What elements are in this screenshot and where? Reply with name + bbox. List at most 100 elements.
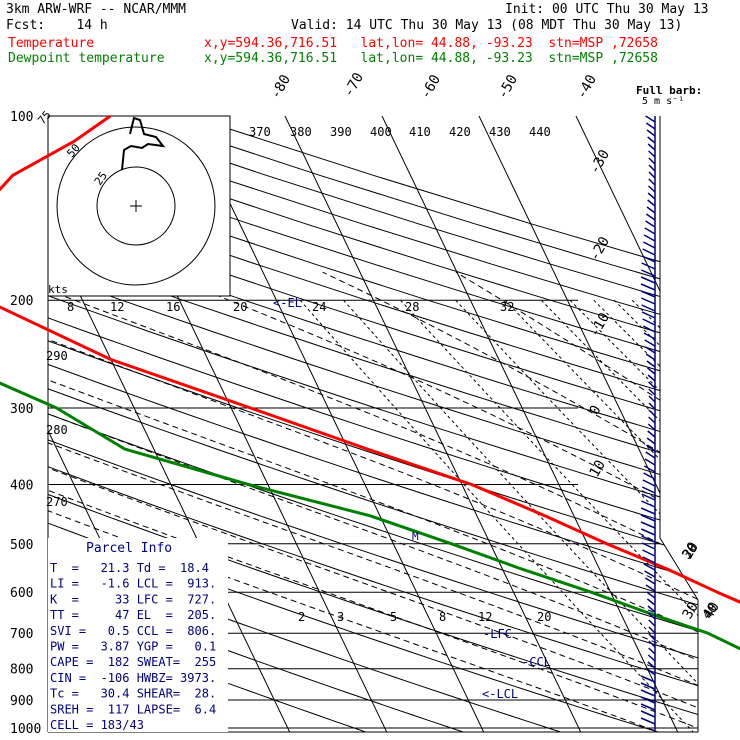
wind-barb — [642, 556, 656, 564]
theta-label: 440 — [529, 125, 551, 139]
mixing-ratio-label: 12 — [110, 300, 124, 314]
pressure-label: 800 — [10, 663, 33, 678]
dry-adiabat — [48, 116, 392, 732]
dry-adiabat — [48, 116, 698, 732]
theta-side-label: 290 — [46, 349, 68, 363]
pressure-label: 600 — [10, 586, 33, 601]
parcel-info-title: Parcel Info — [86, 541, 172, 556]
pressure-label: 100 — [10, 110, 33, 125]
wind-barb — [640, 717, 656, 725]
wind-barb — [641, 255, 656, 263]
wind-barb — [647, 374, 656, 382]
wind-barb — [646, 444, 656, 452]
valid-time: Valid: 14 UTC Thu 30 May 13 (08 MDT Thu … — [291, 18, 683, 33]
mixing-ratio-label: 28 — [405, 300, 419, 314]
wind-barb — [647, 605, 656, 613]
wind-barb — [644, 227, 656, 235]
wind-barb-column: Full barb: 5 m s⁻¹ — [636, 84, 702, 732]
parcel-row: TT = 47 EL = 205. — [50, 608, 216, 622]
isotherm-label: -20 — [587, 234, 614, 264]
ccl-marker: -CCL — [522, 655, 551, 669]
wind-barb — [642, 325, 656, 333]
wind-barb — [644, 570, 656, 578]
wind-barb — [640, 276, 656, 284]
wind-barb — [641, 542, 656, 550]
dry-adiabat — [48, 116, 698, 732]
parcel-row: CELL = 183/43 — [50, 718, 144, 732]
mixing-ratio-label: 2 — [298, 610, 305, 624]
wind-barb — [641, 486, 656, 494]
theta-label: 430 — [489, 125, 511, 139]
dry-adiabat — [48, 116, 698, 732]
wind-barb — [645, 451, 656, 459]
hodograph-label-25: 25 — [92, 169, 110, 187]
isotherm — [48, 116, 295, 732]
dewpoint-legend: Dewpoint temperature — [8, 51, 165, 66]
isotherm-label: -50 — [495, 72, 522, 102]
wind-barb — [641, 304, 656, 312]
dry-adiabat — [48, 116, 698, 732]
wind-barb — [647, 381, 656, 389]
mixing-ratio-line — [540, 299, 698, 732]
wind-barb — [641, 311, 656, 319]
wind-barb — [645, 346, 656, 354]
isotherm-label: 20 — [680, 539, 702, 562]
mixing-ratio-label: 20 — [537, 610, 551, 624]
wind-barb — [645, 220, 656, 228]
wind-barb — [640, 528, 656, 536]
wind-barb — [648, 164, 656, 172]
mid-marker: M — [412, 530, 419, 543]
wind-barb — [643, 472, 656, 480]
wind-barb — [647, 430, 656, 438]
isotherm — [284, 116, 586, 732]
wind-barb — [641, 535, 656, 543]
dry-adiabat — [189, 116, 698, 732]
hodograph-kts-label: kts — [48, 283, 68, 296]
wind-barb — [648, 647, 656, 655]
wind-barb — [647, 143, 656, 151]
dry-adiabat — [48, 116, 491, 732]
isotherm — [381, 116, 683, 732]
full-barb-unit: 5 m s⁻¹ — [642, 96, 684, 107]
wind-barb — [647, 192, 656, 200]
pressure-label: 1000 — [10, 722, 41, 737]
wind-barb — [648, 388, 656, 396]
isotherm-label: 0 — [587, 403, 605, 418]
mixing-ratio-label: 3 — [337, 610, 344, 624]
parcel-row: PW = 3.87 YGP = 0.1 — [50, 640, 216, 654]
parcel-info-panel: Parcel Info T = 21.3 Td = 18.4 LI = -1.6 … — [48, 538, 228, 732]
model-title: 3km ARW-WRF -- NCAR/MMM — [6, 2, 187, 17]
wind-barb — [641, 269, 656, 277]
wind-barb — [647, 423, 656, 431]
wind-barb — [645, 584, 656, 592]
wind-barb — [648, 619, 656, 627]
wind-speed-label: 30 — [680, 541, 702, 563]
wind-barb — [644, 339, 656, 347]
isotherm-label: -60 — [418, 72, 445, 102]
wind-barb — [640, 675, 656, 683]
isotherm — [672, 116, 698, 732]
wind-barb — [643, 234, 656, 242]
isotherm — [575, 116, 698, 732]
isotherm — [0, 116, 3, 740]
moist-adiabat — [455, 271, 698, 732]
plot-border — [48, 116, 699, 733]
wind-barb — [642, 549, 656, 557]
theta-label: 410 — [409, 125, 431, 139]
wind-barb — [647, 199, 656, 207]
wind-barb — [645, 213, 656, 221]
mixing-ratio-label: 20 — [233, 300, 247, 314]
pressure-label: 500 — [10, 538, 33, 553]
mixing-ratio-label: 32 — [500, 300, 514, 314]
dewpoint-location: x,y=594.36,716.51 lat,lon= 44.88, -93.23… — [204, 51, 658, 66]
lcl-marker: <-LCL — [482, 687, 518, 701]
mixing-ratio-label: 8 — [439, 610, 446, 624]
wind-barb — [643, 241, 656, 249]
dry-adiabat — [48, 116, 698, 732]
mixing-ratio-line — [299, 299, 698, 732]
moist-adiabat — [48, 271, 698, 732]
parcel-row: CIN = -106 HWBZ= 3973. — [50, 671, 216, 685]
wind-barb — [643, 563, 656, 571]
pressure-label: 200 — [10, 294, 33, 309]
